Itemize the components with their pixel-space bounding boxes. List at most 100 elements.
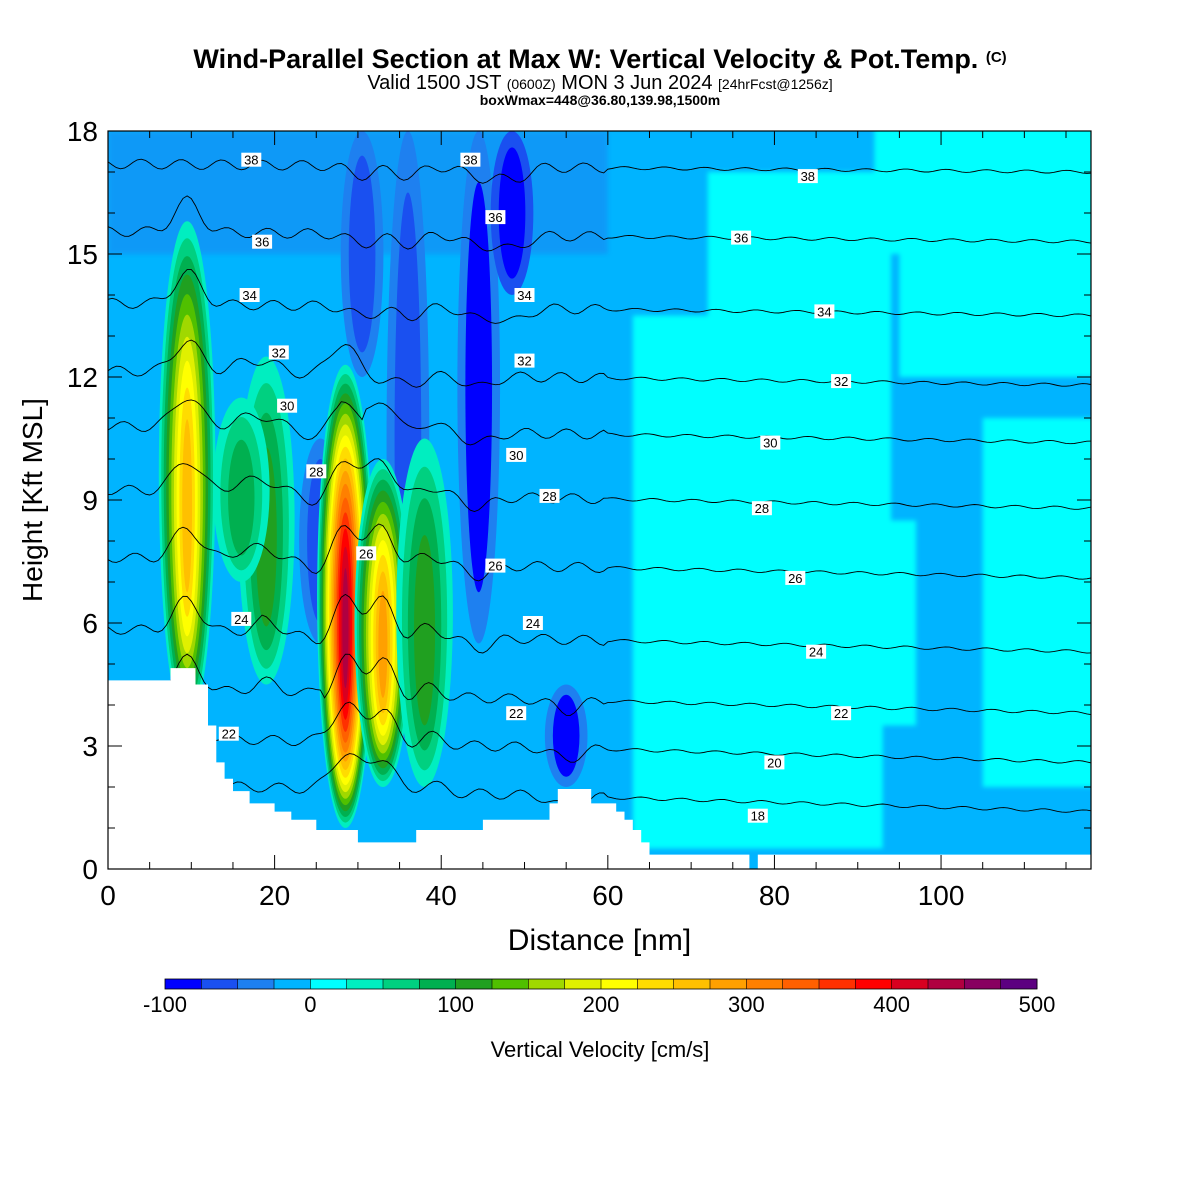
- colorbar-swatch: [601, 979, 638, 989]
- isentrope-label-text: 34: [817, 304, 831, 319]
- colorbar-tick-label: 200: [583, 992, 620, 1017]
- isentrope-34: [108, 269, 1091, 324]
- isentrope-label: 24: [231, 611, 252, 627]
- isentrope-label-text: 30: [280, 399, 294, 414]
- updraft-column: [212, 397, 270, 582]
- isentrope-label: 22: [831, 706, 852, 721]
- isentrope-label: 28: [539, 488, 560, 504]
- isentrope-22: [108, 653, 1091, 716]
- colorbar-swatch: [274, 979, 311, 989]
- isentrope-label-text: 30: [763, 436, 777, 451]
- isentrope-label: 36: [731, 230, 752, 246]
- field-cell: [832, 520, 917, 726]
- colorbar-swatch: [891, 979, 929, 989]
- isentrope-label-bg: [306, 464, 327, 479]
- isentrope-label: 36: [252, 234, 273, 250]
- isentrope-label-bg: [231, 611, 252, 626]
- isentrope-label-text: 30: [509, 448, 523, 463]
- isentrope-label: 32: [514, 353, 535, 369]
- x-tick-label: 60: [592, 880, 623, 911]
- isentrope-label: 30: [277, 398, 298, 414]
- isentrope-label: 20: [764, 755, 785, 770]
- isentrope-label: 36: [485, 210, 506, 225]
- isentrope-label-bg: [785, 570, 806, 585]
- chart-subtitle: Valid 1500 JST (0600Z) MON 3 Jun 2024 [2…: [0, 72, 1200, 95]
- isentrope-label: 28: [751, 501, 772, 516]
- isentrope-label-text: 34: [517, 288, 531, 303]
- isentrope-label: 22: [218, 726, 239, 742]
- plot-area: 38 38 38 36 36 36 34 34 34 32 32 32 30 30 30 28 28 28 26 26…: [108, 131, 1091, 869]
- field-cell: [874, 131, 1008, 254]
- x-tick-label: 40: [426, 880, 457, 911]
- isentrope-label-bg: [731, 230, 752, 245]
- isentrope-label: 30: [760, 435, 781, 451]
- y-tick-label: 18: [67, 116, 98, 147]
- field-cell: [982, 418, 1091, 787]
- updraft-column: [396, 438, 453, 787]
- isentrope-label-text: 18: [751, 809, 765, 824]
- isentrope-label: 38: [241, 152, 262, 168]
- isentrope-label: 26: [785, 570, 806, 586]
- isentrope-label-bg: [760, 435, 781, 450]
- updraft-level: [378, 590, 388, 698]
- isentrope-label: 34: [814, 304, 835, 319]
- updraft-level: [228, 439, 255, 556]
- isentrope-label: 26: [356, 546, 377, 561]
- isentrope-label-bg: [764, 755, 785, 770]
- isentrope-label-bg: [460, 152, 481, 167]
- isentrope-label-bg: [539, 488, 560, 503]
- isentrope-32: [108, 339, 1091, 388]
- isentrope-label: 32: [268, 345, 289, 360]
- isentrope-label-bg: [485, 210, 506, 225]
- x-axis-label: Distance [nm]: [508, 924, 691, 957]
- isentrope-label-bg: [356, 546, 377, 561]
- colorbar-swatch: [819, 979, 856, 989]
- isentrope-label-text: 24: [526, 616, 540, 631]
- isentrope-label: 26: [485, 558, 506, 574]
- isentrope-label: 18: [747, 808, 768, 824]
- colorbar-swatch: [673, 979, 711, 989]
- isentrope-label-bg: [277, 398, 298, 413]
- isentrope-label-text: 28: [542, 489, 556, 504]
- colorbar-swatch: [710, 979, 747, 989]
- isentrope-label-text: 38: [463, 153, 477, 168]
- colorbar-swatch: [310, 979, 348, 989]
- isentrope-label: 24: [806, 644, 827, 660]
- isentrope-label-text: 28: [755, 501, 769, 516]
- y-tick-label: 12: [67, 362, 98, 393]
- isentrope-label-bg: [797, 169, 818, 184]
- isentrope-label-bg: [514, 288, 535, 302]
- isentrope-label-text: 24: [809, 645, 823, 660]
- x-tick-label: 0: [100, 880, 116, 911]
- colorbar-tick-label: 500: [1019, 992, 1056, 1017]
- isentrope-26: [108, 523, 1091, 582]
- colorbar-swatch: [564, 979, 602, 989]
- isentrope-label-bg: [806, 644, 827, 659]
- isentrope-label-bg: [252, 234, 273, 249]
- isentrope-label-text: 20: [767, 755, 781, 770]
- isentrope-label-bg: [514, 353, 535, 368]
- terrain-mask: [108, 668, 1091, 869]
- colorbar-swatch: [528, 979, 566, 989]
- isentrope-label-bg: [485, 558, 506, 573]
- isentrope-label: 30: [506, 447, 527, 463]
- isentrope-label-bg: [506, 706, 527, 721]
- isentrope-label-text: 22: [509, 706, 523, 721]
- updraft-column: [158, 221, 216, 726]
- downdraft-core: [498, 147, 526, 279]
- forecast-info: [24hrFcst@1256z]: [718, 76, 833, 92]
- field-east-region: [632, 131, 1091, 849]
- isentrope-36: [108, 195, 1091, 252]
- isentrope-label-text: 36: [255, 235, 269, 250]
- isentrope-28: [108, 458, 1091, 512]
- colorbar-swatch: [492, 979, 529, 989]
- y-tick-label: 6: [82, 608, 98, 639]
- isentrope-38: [108, 158, 1091, 184]
- y-tick-label: 0: [82, 854, 98, 885]
- vertical-velocity-field: [108, 131, 1091, 869]
- isentrope-label-bg: [831, 706, 852, 721]
- colorbar-swatch: [928, 979, 965, 989]
- isentrope-label: 38: [797, 169, 818, 184]
- colorbar-swatch: [165, 979, 202, 989]
